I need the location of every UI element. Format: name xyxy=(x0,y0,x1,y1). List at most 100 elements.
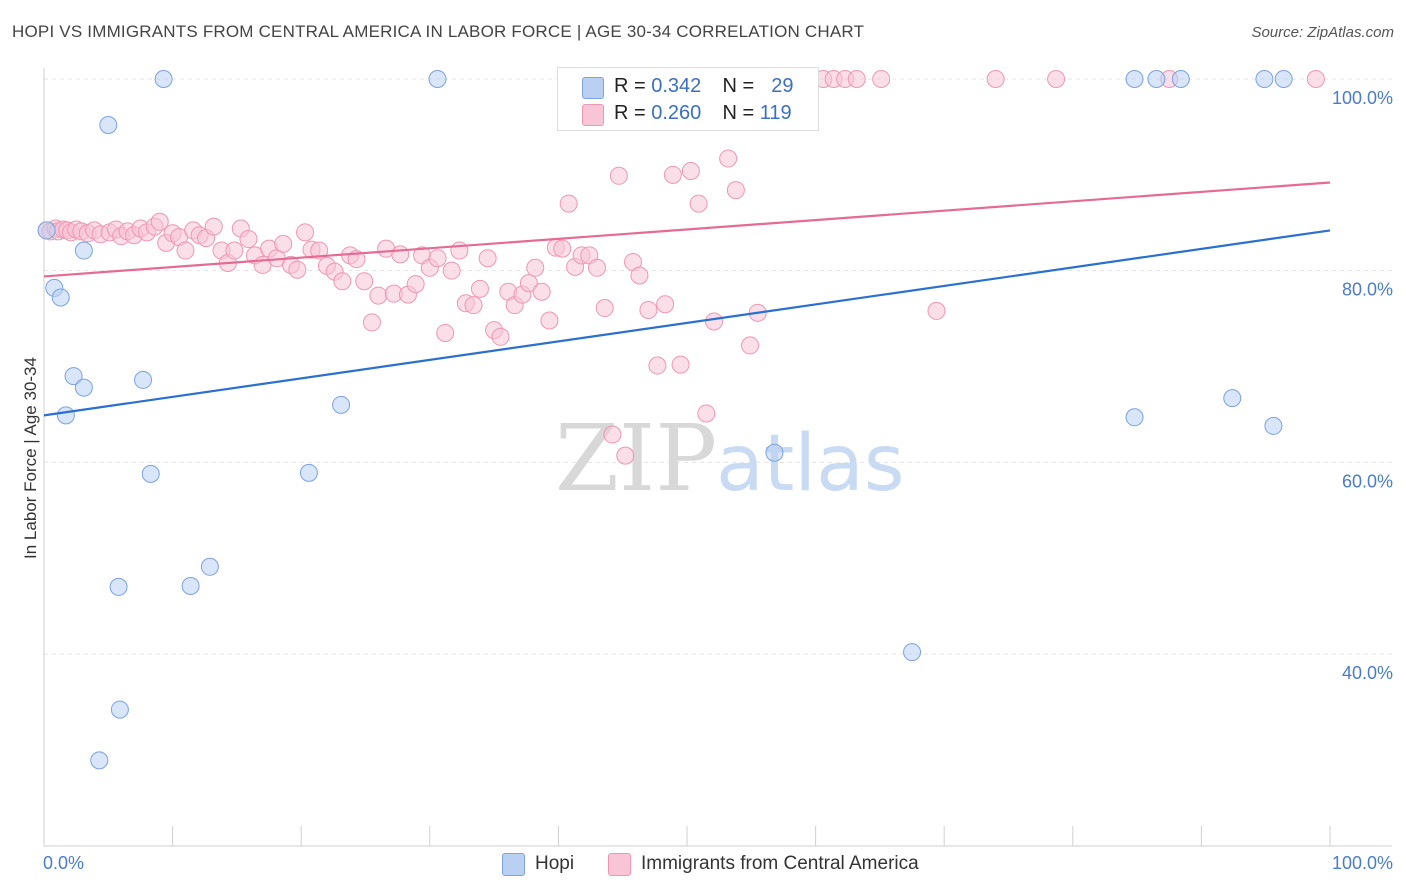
immigrants-point xyxy=(616,446,635,465)
immigrants-point xyxy=(362,313,381,332)
immigrants-point xyxy=(442,261,461,280)
hopi-point xyxy=(200,557,219,576)
immigrants-point xyxy=(671,355,690,374)
immigrants-point xyxy=(1306,70,1325,88)
watermark-zip: ZIP xyxy=(555,405,717,512)
hopi-point xyxy=(1223,389,1242,408)
y-tick-label: 100.0% xyxy=(1332,88,1393,108)
immigrants-point xyxy=(872,70,891,88)
hopi-point xyxy=(1125,70,1144,88)
immigrants-point xyxy=(296,223,315,242)
hopi-point xyxy=(74,378,93,397)
immigrants-point xyxy=(559,194,578,213)
immigrants-point xyxy=(391,245,410,264)
hopi-point xyxy=(299,463,318,482)
immigrants-swatch xyxy=(582,104,604,126)
immigrants-point xyxy=(406,275,425,294)
immigrants-point xyxy=(369,286,388,305)
y-tick-labels: 100.0% 80.0% 60.0% 40.0% xyxy=(1332,88,1393,683)
hopi-point xyxy=(903,643,922,662)
hopi-point xyxy=(765,443,784,462)
hopi-point xyxy=(110,700,129,719)
immigrants-point xyxy=(470,279,489,298)
hopi-swatch xyxy=(582,77,604,99)
immigrants-point xyxy=(436,323,455,342)
hopi-point xyxy=(332,395,351,414)
hopi-point xyxy=(1264,416,1283,435)
immigrants-point xyxy=(648,356,667,375)
y-tick-label: 60.0% xyxy=(1342,471,1393,491)
y-tick-label: 40.0% xyxy=(1342,663,1393,683)
immigrants-point xyxy=(310,241,329,260)
immigrants-point xyxy=(587,258,606,277)
r-label: R = xyxy=(614,102,646,124)
hopi-point xyxy=(154,70,173,88)
immigrants-point xyxy=(540,311,559,330)
x-tick-label: 100.0% xyxy=(1332,853,1393,873)
immigrants-point xyxy=(847,70,866,88)
gridlines xyxy=(44,78,1392,655)
immigrants-point xyxy=(288,260,307,279)
immigrants-point xyxy=(239,230,258,249)
immigrants-point xyxy=(663,165,682,184)
hopi-point xyxy=(51,288,70,307)
immigrants-points xyxy=(37,70,1325,465)
immigrants-point xyxy=(274,234,293,253)
r-label: R = xyxy=(614,75,646,97)
y-tick-label: 80.0% xyxy=(1342,280,1393,300)
source-credit: Source: ZipAtlas.com xyxy=(1251,24,1394,41)
chart-title: HOPI VS IMMIGRANTS FROM CENTRAL AMERICA … xyxy=(12,22,865,41)
immigrants-point xyxy=(630,266,649,285)
hopi-point xyxy=(90,751,109,770)
immigrants-point xyxy=(639,300,658,319)
x-tick-label: 0.0% xyxy=(43,853,84,873)
hopi-point xyxy=(74,241,93,260)
hopi-point xyxy=(64,367,83,386)
x-tick-labels: 0.0% 100.0% xyxy=(43,853,1393,873)
immigrants-point xyxy=(225,241,244,260)
immigrants-point xyxy=(333,272,352,291)
immigrants-point xyxy=(176,241,195,260)
immigrants-legend-swatch xyxy=(608,853,631,876)
immigrants-point xyxy=(609,166,628,185)
immigrants-r-value: 0.260 xyxy=(651,102,702,124)
immigrants-point xyxy=(741,336,760,355)
immigrants-legend-label: Immigrants from Central America xyxy=(641,853,919,874)
immigrants-point xyxy=(464,296,483,315)
immigrants-point xyxy=(726,181,745,200)
hopi-point xyxy=(428,70,447,88)
hopi-point xyxy=(1255,70,1274,88)
hopi-point xyxy=(109,577,128,596)
immigrants-point xyxy=(204,217,223,236)
immigrants-point xyxy=(681,162,700,180)
immigrants-point xyxy=(603,425,622,444)
hopi-point xyxy=(1274,70,1293,88)
hopi-point xyxy=(1125,408,1144,427)
immigrants-point xyxy=(927,301,946,320)
immigrants-point xyxy=(697,404,716,423)
immigrants-point xyxy=(656,295,675,314)
hopi-point xyxy=(141,464,160,483)
axes xyxy=(43,68,1392,847)
hopi-legend-swatch xyxy=(502,853,525,876)
hopi-point xyxy=(1171,70,1190,88)
immigrants-point xyxy=(532,282,551,301)
immigrants-point xyxy=(553,239,572,258)
immigrants-point xyxy=(491,327,510,346)
trend-lines xyxy=(43,181,1331,417)
hopi-legend-label: Hopi xyxy=(535,853,575,874)
hopi-point xyxy=(99,116,118,134)
immigrants-point xyxy=(986,70,1005,88)
hopi-points xyxy=(37,70,1293,770)
hopi-trend-line xyxy=(43,229,1331,417)
hopi-point xyxy=(134,370,153,389)
immigrants-point xyxy=(1047,70,1066,88)
immigrants-point xyxy=(526,258,545,277)
immigrants-point xyxy=(150,212,169,231)
immigrants-point xyxy=(705,312,724,331)
hopi-point xyxy=(37,221,56,240)
n-label: N = xyxy=(722,102,755,124)
hopi-point xyxy=(56,406,75,425)
immigrants-trend-line xyxy=(43,181,1331,278)
hopi-point xyxy=(181,576,200,595)
